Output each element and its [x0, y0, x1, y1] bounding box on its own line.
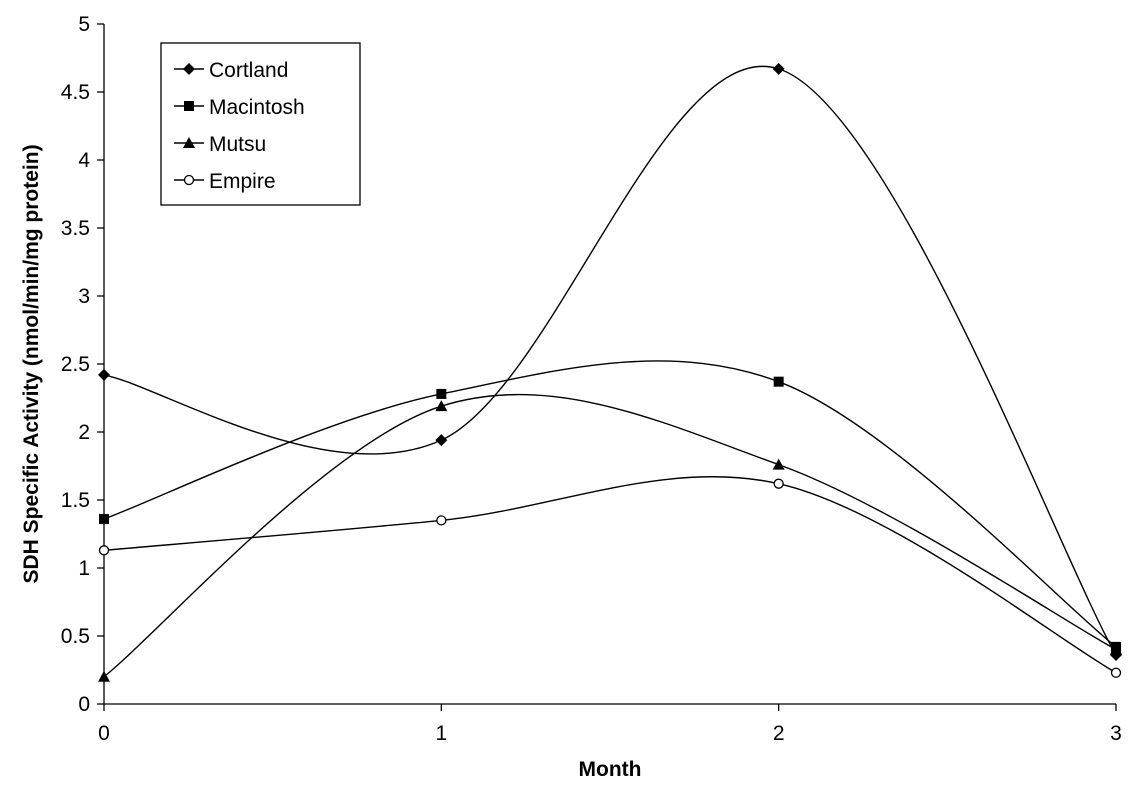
y-tick-label: 5 — [78, 13, 90, 36]
x-axis-ticks: 0 1 2 3 — [98, 704, 1122, 745]
x-tick-label: 1 — [435, 722, 447, 745]
x-axis-title: Month — [579, 758, 642, 781]
y-tick-label: 2.5 — [61, 353, 90, 376]
x-tick-label: 2 — [773, 722, 785, 745]
data-point-empire — [436, 515, 447, 526]
y-tick-label: 0 — [78, 693, 90, 716]
y-axis-ticks: 0 0.5 1 1.5 2 2.5 3 3.5 4 4.5 5 — [61, 13, 104, 716]
legend-label-cortland: Cortland — [209, 59, 288, 82]
legend-item-mutsu: Mutsu — [174, 133, 266, 156]
data-point-macintosh — [436, 388, 447, 399]
x-tick-label: 3 — [1110, 722, 1122, 745]
legend-label-macintosh: Macintosh — [209, 96, 305, 119]
legend-marker-cortland — [183, 63, 195, 75]
data-point-empire — [1110, 667, 1122, 678]
data-point-macintosh — [99, 514, 109, 525]
data-point-cortland — [98, 368, 110, 381]
legend-marker-macintosh — [184, 101, 194, 111]
data-point-cortland — [772, 62, 785, 75]
data-point-mutsu — [1110, 643, 1122, 655]
y-tick-label: 1 — [78, 557, 90, 580]
y-tick-label: 1.5 — [61, 489, 90, 512]
legend-label-mutsu: Mutsu — [209, 133, 266, 156]
legend-label-empire: Empire — [209, 170, 276, 193]
data-point-mutsu — [98, 670, 110, 682]
legend-box — [160, 42, 361, 206]
legend-marker-mutsu — [183, 137, 195, 148]
x-tick-label: 0 — [98, 722, 110, 745]
data-point-macintosh — [773, 376, 784, 387]
series-layer — [98, 62, 1122, 682]
data-point-mutsu — [772, 458, 785, 470]
y-tick-label: 0.5 — [61, 625, 90, 648]
y-tick-label: 3.5 — [61, 217, 90, 240]
legend: Cortland Macintosh Mutsu Empire — [160, 42, 361, 206]
y-tick-label: 2 — [78, 421, 90, 444]
data-point-cortland — [435, 434, 448, 447]
data-point-empire — [98, 545, 110, 556]
y-tick-label: 3 — [78, 285, 90, 308]
series-line-macintosh — [103, 360, 1117, 648]
legend-item-empire: Empire — [174, 170, 276, 193]
series-line-mutsu — [103, 393, 1117, 678]
series-mutsu — [98, 393, 1122, 682]
series-line-empire — [103, 476, 1117, 674]
legend-item-cortland: Cortland — [174, 59, 288, 82]
y-axis-title: SDH Specific Activity (nmol/min/mg prote… — [20, 144, 43, 583]
series-macintosh — [99, 360, 1121, 652]
legend-marker-empire — [183, 174, 195, 186]
y-tick-label: 4.5 — [61, 81, 90, 104]
series-empire — [98, 476, 1122, 678]
data-point-mutsu — [435, 400, 448, 412]
data-point-empire — [773, 478, 784, 489]
y-tick-label: 4 — [78, 149, 90, 172]
legend-item-macintosh: Macintosh — [174, 96, 305, 119]
